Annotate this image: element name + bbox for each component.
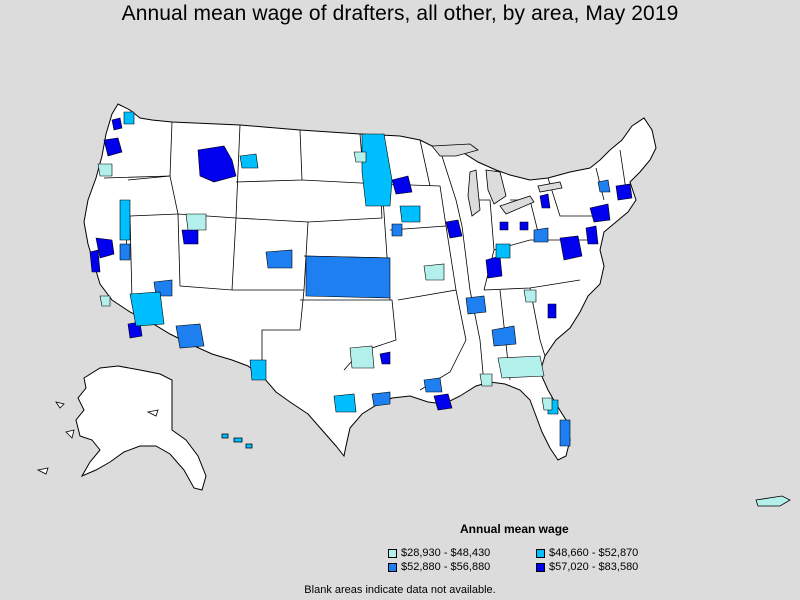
great-lakes xyxy=(431,143,563,217)
legend-label-3: $52,880 - $56,880 xyxy=(401,561,491,573)
legend-item-2: $48,660 - $52,870 xyxy=(536,547,638,559)
legend-title: Annual mean wage xyxy=(460,522,569,536)
map-title: Annual mean wage of drafters, all other,… xyxy=(121,2,679,25)
legend-label-2: $48,660 - $52,870 xyxy=(549,547,639,559)
alaska-outline xyxy=(75,365,207,491)
legend-item-4: $57,020 - $83,580 xyxy=(536,561,638,573)
hawaii-islands xyxy=(221,433,253,449)
legend-label-1: $28,930 - $48,430 xyxy=(401,547,491,559)
alaska-islands xyxy=(36,401,159,475)
metro-areas xyxy=(89,111,633,447)
legend-swatch-4 xyxy=(536,562,545,572)
puerto-rico-outline xyxy=(755,495,791,507)
footnote: Blank areas indicate data not available. xyxy=(304,584,496,596)
legend-swatch-1 xyxy=(388,548,397,558)
legend-label-4: $57,020 - $83,580 xyxy=(549,561,639,573)
legend-swatch-2 xyxy=(536,548,545,558)
legend-item-3: $52,880 - $56,880 xyxy=(388,561,490,573)
legend-item-1: $28,930 - $48,430 xyxy=(388,547,490,559)
legend-swatch-3 xyxy=(388,562,397,572)
